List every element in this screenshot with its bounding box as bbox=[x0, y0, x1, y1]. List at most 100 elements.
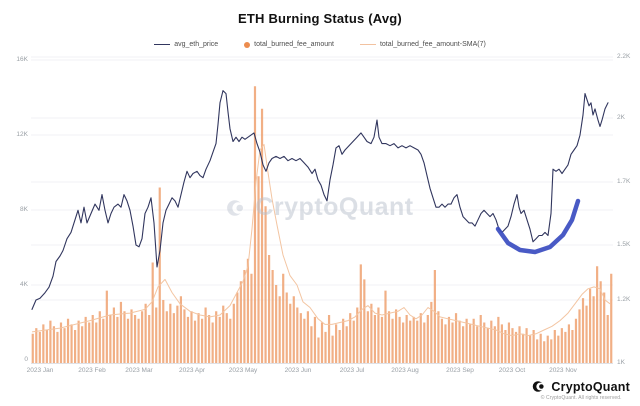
burn-bar[interactable] bbox=[66, 318, 70, 363]
burn-bar[interactable] bbox=[592, 296, 595, 363]
burn-bar[interactable] bbox=[437, 311, 440, 363]
burn-bar[interactable] bbox=[162, 300, 165, 363]
burn-bar[interactable] bbox=[370, 303, 373, 363]
burn-bar[interactable] bbox=[567, 324, 571, 364]
burn-bar[interactable] bbox=[253, 86, 257, 363]
legend-item-total-burned-fee-amount[interactable]: total_burned_fee_amount bbox=[244, 41, 334, 48]
burn-bar[interactable] bbox=[518, 326, 521, 363]
burn-bar[interactable] bbox=[59, 322, 63, 364]
burn-bar[interactable] bbox=[126, 318, 130, 363]
burn-bar[interactable] bbox=[356, 307, 359, 364]
burn-bar[interactable] bbox=[521, 333, 525, 363]
burn-bar[interactable] bbox=[423, 322, 426, 364]
burn-bar[interactable] bbox=[416, 320, 419, 364]
burn-bar[interactable] bbox=[564, 331, 567, 364]
burn-bar[interactable] bbox=[285, 292, 288, 364]
burn-bar[interactable] bbox=[507, 322, 511, 364]
burn-bar[interactable] bbox=[31, 333, 34, 363]
burn-bar[interactable] bbox=[49, 320, 52, 364]
burn-bar[interactable] bbox=[74, 330, 77, 363]
burn-bar[interactable] bbox=[377, 307, 380, 364]
burn-bar[interactable] bbox=[278, 296, 281, 363]
burn-bar[interactable] bbox=[148, 315, 151, 363]
burn-bar[interactable] bbox=[137, 318, 140, 363]
burn-bar[interactable] bbox=[398, 316, 401, 364]
burn-bar[interactable] bbox=[532, 330, 535, 363]
burn-bar[interactable] bbox=[208, 315, 211, 363]
burn-bar[interactable] bbox=[260, 108, 264, 363]
burn-bar[interactable] bbox=[331, 335, 334, 364]
burn-bar[interactable] bbox=[211, 322, 214, 364]
burn-bar[interactable] bbox=[500, 324, 503, 364]
burn-bar[interactable] bbox=[275, 285, 278, 363]
burn-bar[interactable] bbox=[465, 318, 468, 363]
burn-bar[interactable] bbox=[109, 315, 112, 363]
burn-bar[interactable] bbox=[317, 337, 320, 364]
burn-bar[interactable] bbox=[430, 301, 433, 364]
burn-bar[interactable] bbox=[525, 328, 528, 364]
burn-bar[interactable] bbox=[514, 331, 518, 364]
burn-bar[interactable] bbox=[200, 318, 204, 363]
burn-bar[interactable] bbox=[387, 311, 391, 363]
burn-bar[interactable] bbox=[402, 322, 405, 364]
legend-item-burned-fee-sma7[interactable]: total_burned_fee_amount-SMA(7) bbox=[359, 41, 486, 48]
burn-bar[interactable] bbox=[52, 326, 56, 363]
burn-bar[interactable] bbox=[130, 309, 133, 364]
burn-bar[interactable] bbox=[310, 326, 313, 363]
burn-bar[interactable] bbox=[366, 311, 369, 363]
burn-bar[interactable] bbox=[606, 315, 609, 363]
burn-bar[interactable] bbox=[447, 316, 451, 364]
burn-bar[interactable] bbox=[38, 331, 41, 364]
burn-bar[interactable] bbox=[303, 318, 306, 363]
burn-bar[interactable] bbox=[472, 318, 475, 363]
burn-bar[interactable] bbox=[218, 316, 221, 364]
burn-bar[interactable] bbox=[77, 320, 80, 364]
burn-bar[interactable] bbox=[123, 311, 126, 363]
burn-bar[interactable] bbox=[490, 320, 493, 364]
burn-bar[interactable] bbox=[165, 311, 168, 363]
burn-bar[interactable] bbox=[373, 315, 377, 363]
burn-bar[interactable] bbox=[342, 318, 345, 363]
burn-bar[interactable] bbox=[412, 316, 415, 364]
burn-bar[interactable] bbox=[197, 313, 200, 364]
burn-bar[interactable] bbox=[292, 296, 295, 363]
burn-bar[interactable] bbox=[553, 330, 556, 363]
burn-bar[interactable] bbox=[183, 309, 186, 364]
burn-bar[interactable] bbox=[155, 307, 158, 364]
burn-bar[interactable] bbox=[588, 288, 592, 363]
burn-bar[interactable] bbox=[394, 309, 398, 364]
burn-bar[interactable] bbox=[239, 281, 242, 363]
burn-bar[interactable] bbox=[225, 313, 228, 364]
burn-bar[interactable] bbox=[536, 339, 539, 364]
burn-bar[interactable] bbox=[391, 318, 394, 363]
burn-bar[interactable] bbox=[186, 316, 190, 364]
burn-bar[interactable] bbox=[599, 281, 602, 363]
burn-bar[interactable] bbox=[476, 326, 479, 363]
legend-item-avg-eth-price[interactable]: avg_eth_price bbox=[154, 41, 218, 48]
burn-bar[interactable] bbox=[299, 313, 302, 364]
burn-bar[interactable] bbox=[578, 309, 581, 364]
burn-bar[interactable] bbox=[190, 311, 193, 363]
burn-bar[interactable] bbox=[483, 322, 486, 364]
burn-bar[interactable] bbox=[529, 335, 532, 364]
burn-bar[interactable] bbox=[380, 316, 384, 364]
burn-bar[interactable] bbox=[585, 305, 588, 364]
burn-bar[interactable] bbox=[144, 303, 147, 363]
burn-bar[interactable] bbox=[409, 320, 412, 364]
burn-bar[interactable] bbox=[359, 264, 362, 364]
burn-bar[interactable] bbox=[574, 318, 578, 363]
burn-bar[interactable] bbox=[493, 326, 496, 363]
burn-bar[interactable] bbox=[268, 255, 271, 363]
burn-bar[interactable] bbox=[70, 324, 73, 364]
burn-bar[interactable] bbox=[179, 296, 183, 363]
burn-bar[interactable] bbox=[133, 315, 137, 363]
burn-bar[interactable] bbox=[35, 328, 38, 364]
burn-bar[interactable] bbox=[222, 305, 225, 364]
burn-bar[interactable] bbox=[610, 273, 613, 363]
burn-bar[interactable] bbox=[63, 328, 66, 364]
burn-bar[interactable] bbox=[550, 339, 553, 364]
burn-bar[interactable] bbox=[112, 307, 115, 364]
burn-bar[interactable] bbox=[479, 315, 482, 363]
burn-bar[interactable] bbox=[426, 315, 429, 363]
burn-bar[interactable] bbox=[42, 324, 45, 364]
